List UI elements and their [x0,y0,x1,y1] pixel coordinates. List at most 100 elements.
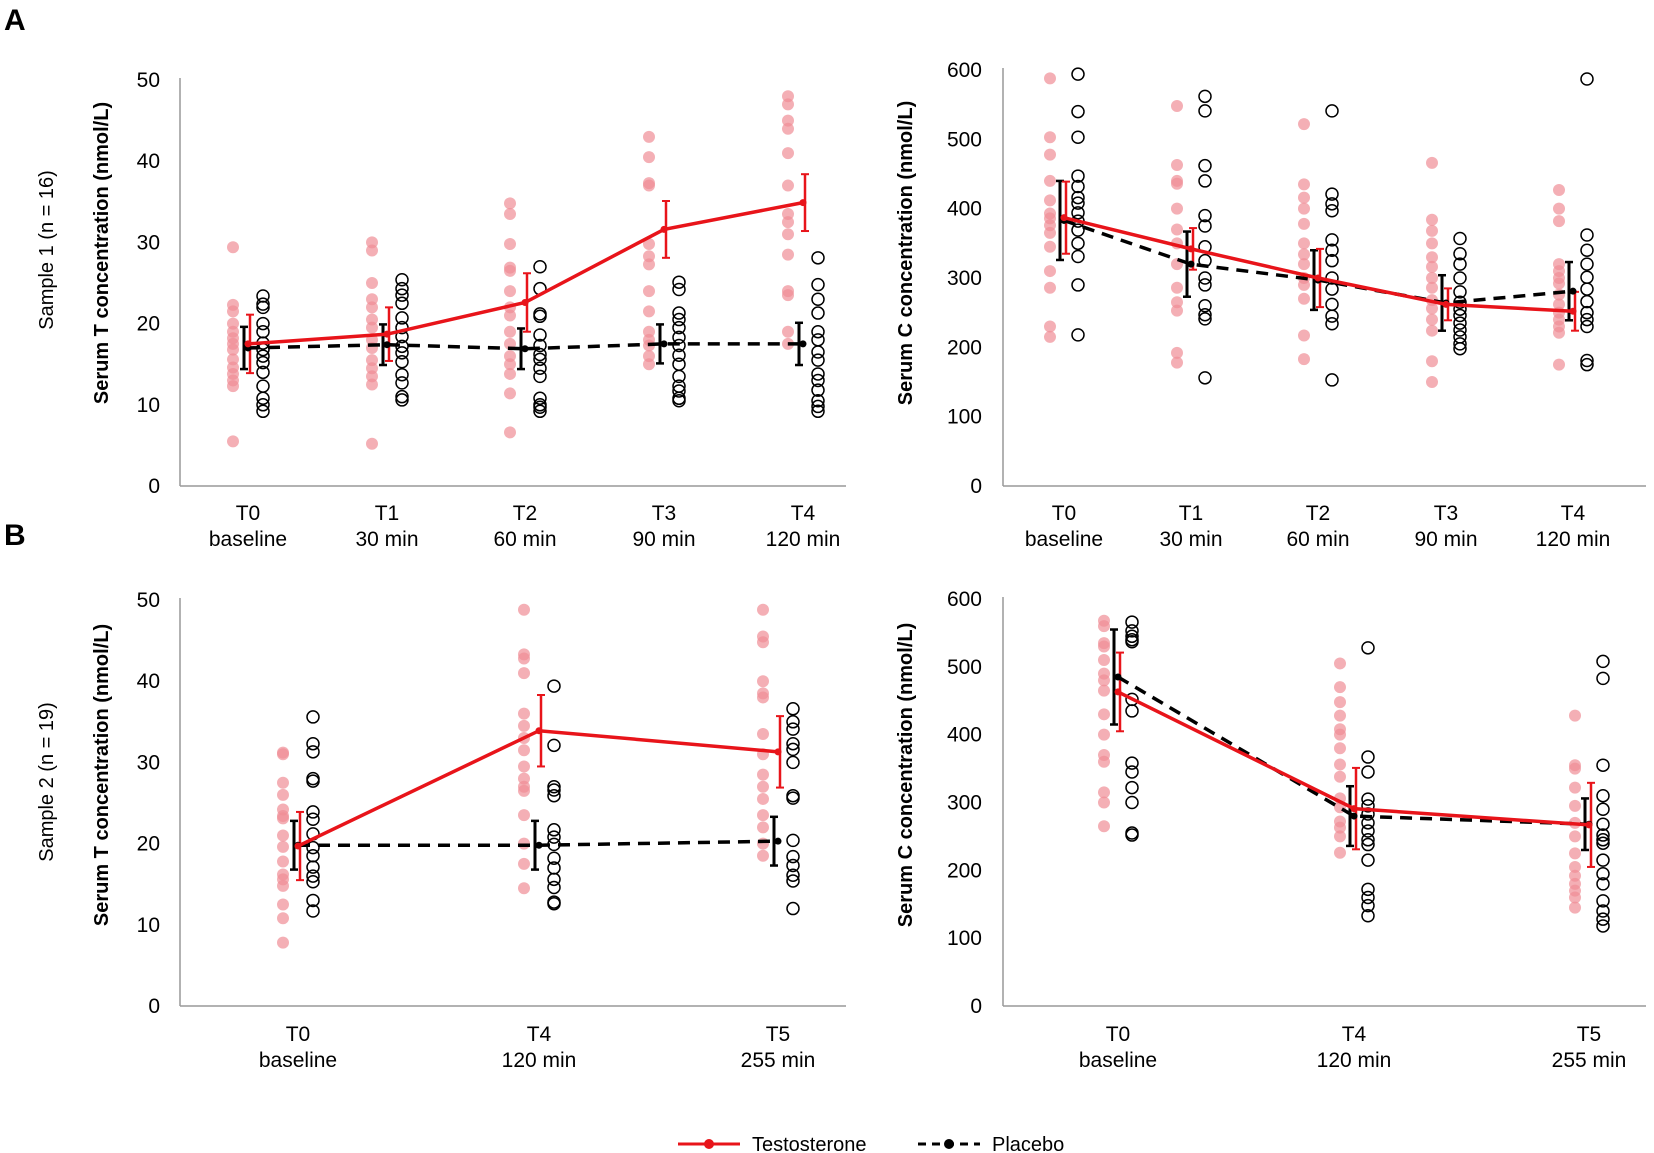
testosterone-point [1044,72,1056,85]
testosterone-point [1569,762,1581,775]
placebo-point [811,251,825,265]
placebo-point [786,742,800,757]
testosterone-point [1553,298,1565,311]
placebo-point [1071,104,1085,119]
x-tick-sublabel: 90 min [632,528,695,551]
testosterone-point [782,147,794,160]
placebo-point [1596,894,1610,908]
placebo-mean-line [247,342,803,351]
placebo-point [786,702,800,716]
x-tick-sublabel: baseline [1079,1049,1157,1072]
placebo-point [672,348,686,363]
x-tick-sublabel: 120 min [766,528,841,551]
placebo-point [306,774,320,788]
testosterone-point [1171,202,1183,215]
placebo-point [547,788,561,803]
testosterone-point [1334,846,1346,859]
testosterone-point [518,809,530,822]
placebo-point [547,738,561,753]
placebo-point [533,352,547,367]
placebo-point [547,880,561,895]
placebo-point [1125,780,1139,795]
testosterone-point [1426,376,1438,388]
testosterone-point [1098,654,1110,667]
testosterone-point [1298,278,1310,291]
placebo-point [1325,309,1339,323]
testosterone-point [518,707,530,720]
placebo-point [1596,904,1610,918]
placebo-point [1580,243,1594,258]
testosterone-point [782,228,794,241]
placebo-point [1361,792,1375,806]
testosterone-point [1426,156,1438,169]
testosterone-point [504,309,516,322]
placebo-point [533,404,547,419]
y-tick-label: 500 [947,128,982,151]
placebo-point [1580,270,1594,285]
testosterone-mean-marker [535,727,543,735]
x-tick-sublabel: 120 min [502,1049,577,1072]
y-tick-label: 40 [137,670,160,693]
placebo-point [256,349,270,363]
placebo-point [1580,357,1594,372]
y-tick-label: 500 [947,656,982,679]
testosterone-point [1426,213,1438,226]
x-tick-label: T5 [766,1023,791,1046]
placebo-point [1071,196,1085,210]
testosterone-mean-marker [1350,805,1358,813]
y-tick-label: 10 [137,914,160,937]
testosterone-point [366,301,378,314]
placebo-point [1071,190,1085,205]
x-tick-sublabel: baseline [1025,528,1103,551]
x-tick-label: T4 [791,502,816,525]
x-tick-sublabel: 120 min [1536,528,1611,551]
placebo-point [1325,317,1339,331]
testosterone-point [1553,358,1565,371]
placebo-point [1596,877,1610,891]
x-tick-sublabel: 60 min [1286,528,1349,551]
testosterone-point [1334,681,1346,694]
placebo-point [1596,654,1610,669]
placebo-point [1325,203,1339,218]
testosterone-point [518,719,530,732]
testosterone-point [277,829,289,842]
placebo-mean-marker [1569,287,1577,295]
testosterone-point [504,426,516,439]
placebo-point [1071,223,1085,237]
legend: Testosterone Placebo [678,1134,1064,1153]
testosterone-mean-marker [383,330,391,338]
testosterone-point [1426,260,1438,273]
chart-b-serum-c: 0 100 200 300 400 500 600 Serum C concentration… [895,588,1646,1072]
y-tick-label: 200 [947,859,982,882]
placebo-point [1453,337,1467,351]
placebo-point [1125,615,1139,629]
chart-b-serum-t: 0 10 20 30 40 50 Serum T concentration (nmol/L… [91,589,846,1072]
testosterone-point [1171,223,1183,236]
x-tick-label: T4 [1561,502,1586,525]
placebo-point [1596,671,1610,686]
placebo-point [256,297,270,311]
testosterone-point [757,792,769,805]
testosterone-point [643,258,655,271]
placebo-point [1361,833,1375,847]
placebo-mean-line [1063,218,1574,305]
testosterone-point [757,675,769,688]
testosterone-point [366,277,378,289]
testosterone-point [1298,237,1310,250]
y-tick-label: 30 [137,231,160,254]
x-tick-label: T1 [375,502,400,525]
placebo-point [256,398,270,412]
testosterone-mean-marker [294,842,302,850]
placebo-point [1580,319,1594,334]
placebo-point [1580,72,1594,86]
testosterone-point [1044,320,1056,333]
testosterone-point [1098,755,1110,768]
testosterone-point [1553,202,1565,215]
placebo-point [811,383,825,397]
placebo-point [256,316,270,331]
placebo-point [1453,246,1467,261]
placebo-point [672,393,686,408]
placebo-point [395,273,409,287]
testosterone-point [643,151,655,164]
